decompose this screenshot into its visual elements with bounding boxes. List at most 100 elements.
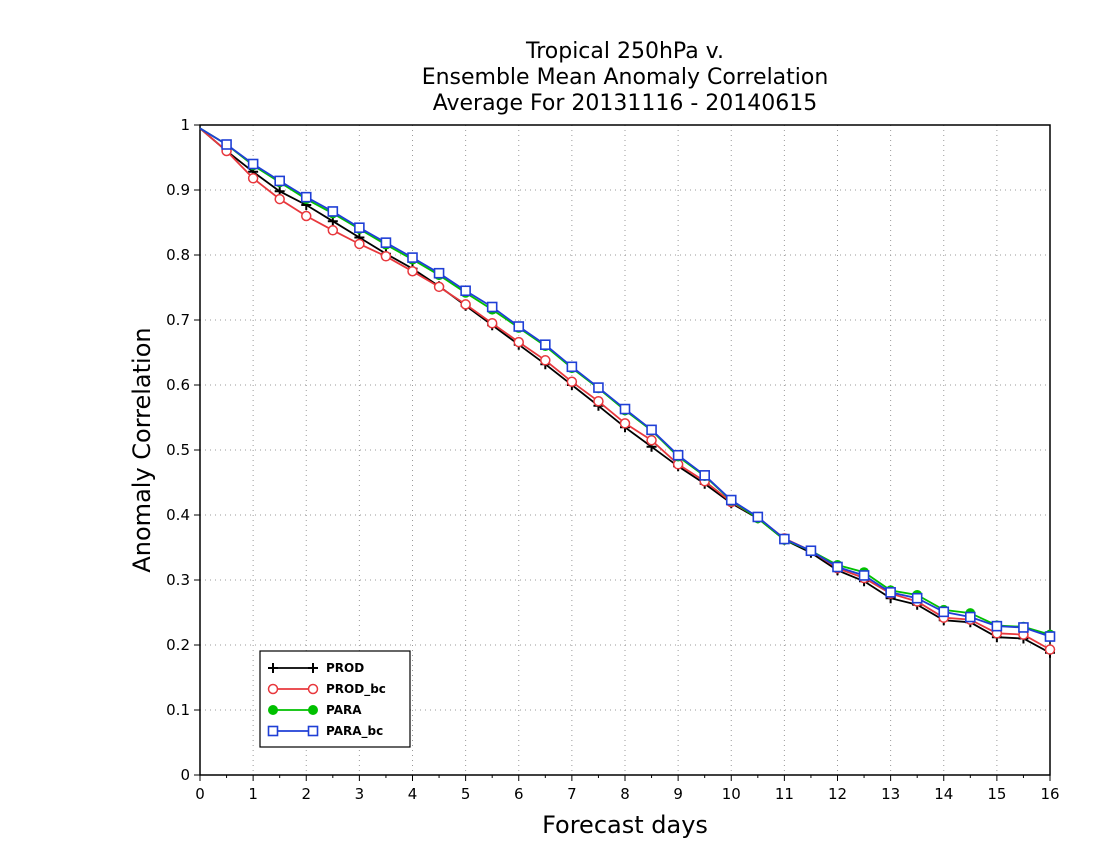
data-point-prod-bc bbox=[486, 318, 498, 329]
data-point-para-bc bbox=[725, 494, 737, 506]
data-point-para-bc bbox=[965, 611, 976, 623]
data-point-para-bc bbox=[779, 533, 790, 545]
title-line-2: Ensemble Mean Anomaly Correlation bbox=[422, 65, 829, 90]
x-tick-label: 16 bbox=[1040, 785, 1059, 803]
data-point-prod-bc bbox=[301, 210, 312, 222]
y-axis-label: Anomaly Correlation bbox=[128, 327, 156, 572]
y-tick-label: 1 bbox=[180, 116, 190, 134]
x-tick-label: 4 bbox=[408, 785, 418, 803]
x-tick-label: 14 bbox=[934, 785, 953, 803]
y-tick-label: 0 bbox=[180, 766, 190, 784]
data-point-para-bc bbox=[486, 301, 498, 313]
x-tick-label: 13 bbox=[881, 785, 900, 803]
x-tick-label: 3 bbox=[355, 785, 365, 803]
x-tick-label: 10 bbox=[722, 785, 741, 803]
data-point-para-bc bbox=[991, 620, 1003, 632]
y-tick-label: 0.2 bbox=[166, 636, 190, 654]
data-point-para-bc bbox=[566, 361, 578, 373]
legend-marker-para-bc bbox=[267, 725, 279, 737]
data-point-prod-bc bbox=[1044, 644, 1056, 655]
data-point-para-bc bbox=[938, 606, 950, 618]
data-point-para-bc bbox=[274, 175, 285, 187]
x-tick-label: 9 bbox=[673, 785, 683, 803]
y-tick-label: 0.4 bbox=[166, 506, 190, 524]
legend-label-para: PARA bbox=[326, 703, 362, 717]
x-tick-label: 8 bbox=[620, 785, 630, 803]
data-point-para-bc bbox=[540, 339, 551, 351]
series-para-bc bbox=[199, 127, 1056, 642]
data-point-prod-bc bbox=[433, 281, 445, 293]
legend-marker-para-bc bbox=[307, 725, 319, 737]
data-point-para-bc bbox=[433, 267, 445, 279]
y-tick-label: 0.7 bbox=[166, 311, 190, 329]
data-point-prod-bc bbox=[566, 376, 578, 387]
data-point-prod-bc bbox=[646, 435, 657, 446]
legend-label-para-bc: PARA_bc bbox=[326, 724, 383, 739]
data-point-para-bc bbox=[593, 382, 604, 393]
legend-label-prod-bc: PROD_bc bbox=[326, 682, 386, 697]
grid bbox=[200, 125, 1050, 775]
legend-marker-prod-bc bbox=[267, 683, 279, 695]
data-point-para-bc bbox=[300, 191, 312, 203]
x-tick-label: 12 bbox=[828, 785, 847, 803]
data-point-prod-bc bbox=[274, 193, 285, 205]
data-point-prod-bc bbox=[540, 355, 551, 366]
x-tick-label: 1 bbox=[248, 785, 258, 803]
legend-marker-para bbox=[268, 705, 278, 715]
legend-marker-prod-bc bbox=[307, 683, 319, 695]
y-tick-label: 0.9 bbox=[166, 181, 190, 199]
data-point-para-bc bbox=[354, 222, 365, 233]
data-point-para-bc bbox=[752, 511, 764, 523]
data-point-prod-bc bbox=[327, 225, 339, 236]
data-point-para-bc bbox=[832, 561, 843, 573]
data-point-prod-bc bbox=[354, 238, 365, 250]
axis-ticks: 0 1 2 3 4 5 6 7 8 9 10 11 12 13 14 15 1600.10.20.30.40.5… bbox=[166, 116, 1059, 803]
data-point-para-bc bbox=[407, 252, 418, 263]
data-point-prod-bc bbox=[619, 418, 631, 429]
data-point-para-bc bbox=[1018, 622, 1029, 633]
y-tick-label: 0.6 bbox=[166, 376, 190, 394]
chart-title: Tropical 250hPa v. Ensemble Mean Anomaly… bbox=[422, 39, 829, 116]
data-point-prod-bc bbox=[460, 299, 471, 310]
data-point-prod-bc bbox=[513, 336, 524, 348]
y-tick-label: 0.8 bbox=[166, 246, 190, 264]
x-tick-label: 7 bbox=[567, 785, 577, 803]
data-point-para-bc bbox=[1044, 631, 1056, 642]
x-tick-label: 2 bbox=[301, 785, 311, 803]
data-point-prod-bc bbox=[593, 396, 604, 407]
y-tick-label: 0.5 bbox=[166, 441, 190, 459]
y-tick-label: 0.3 bbox=[166, 571, 190, 589]
data-point-para-bc bbox=[513, 321, 525, 332]
data-point-para-bc bbox=[327, 206, 339, 217]
data-point-para-bc bbox=[885, 587, 896, 598]
x-axis-label: Forecast days bbox=[542, 811, 708, 839]
x-tick-label: 5 bbox=[461, 785, 471, 803]
series-line-para bbox=[199, 127, 1051, 636]
title-line-3: Average For 20131116 - 20140615 bbox=[433, 91, 818, 116]
series-line-prod-bc bbox=[199, 127, 1051, 651]
legend-marker-prod bbox=[268, 663, 278, 673]
x-tick-label: 6 bbox=[514, 785, 524, 803]
x-tick-label: 15 bbox=[987, 785, 1006, 803]
data-point-para-bc bbox=[672, 449, 684, 461]
series-lines bbox=[199, 127, 1056, 658]
data-point-para-bc bbox=[460, 285, 471, 297]
x-tick-label: 0 bbox=[195, 785, 205, 803]
data-point-prod-bc bbox=[380, 251, 392, 262]
data-point-prod-bc bbox=[247, 173, 259, 184]
legend-marker-prod bbox=[308, 663, 318, 673]
data-point-para-bc bbox=[221, 139, 232, 150]
legend-label-prod: PROD bbox=[326, 661, 364, 675]
data-point-para-bc bbox=[646, 424, 657, 436]
title-line-1: Tropical 250hPa v. bbox=[525, 39, 724, 64]
data-point-prod-bc bbox=[407, 266, 418, 277]
x-tick-label: 11 bbox=[775, 785, 794, 803]
data-point-para-bc bbox=[911, 592, 923, 604]
data-point-para-bc bbox=[619, 403, 631, 415]
data-point-para-bc bbox=[380, 237, 392, 248]
y-tick-label: 0.1 bbox=[166, 701, 190, 719]
data-point-para-bc bbox=[858, 570, 870, 581]
data-point-para-bc bbox=[247, 158, 259, 170]
data-point-para-bc bbox=[805, 545, 817, 557]
